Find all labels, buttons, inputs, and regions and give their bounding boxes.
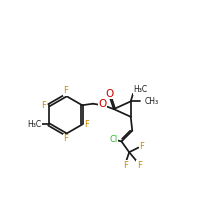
Text: F: F <box>137 161 142 170</box>
Text: H₃C: H₃C <box>27 120 41 129</box>
Text: F: F <box>139 142 144 151</box>
Text: F: F <box>63 86 68 95</box>
Text: F: F <box>63 134 68 143</box>
Text: F: F <box>41 101 46 110</box>
Text: Cl: Cl <box>110 135 118 144</box>
Text: F: F <box>123 161 128 170</box>
Text: H₃C: H₃C <box>133 85 147 94</box>
Text: O: O <box>98 99 106 109</box>
Text: O: O <box>106 89 114 99</box>
Text: CH₃: CH₃ <box>145 97 159 106</box>
Text: F: F <box>84 120 89 129</box>
